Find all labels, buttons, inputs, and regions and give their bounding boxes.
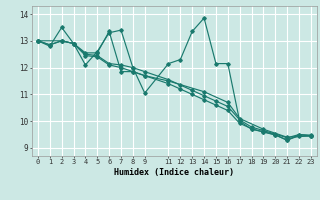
X-axis label: Humidex (Indice chaleur): Humidex (Indice chaleur) <box>115 168 234 177</box>
